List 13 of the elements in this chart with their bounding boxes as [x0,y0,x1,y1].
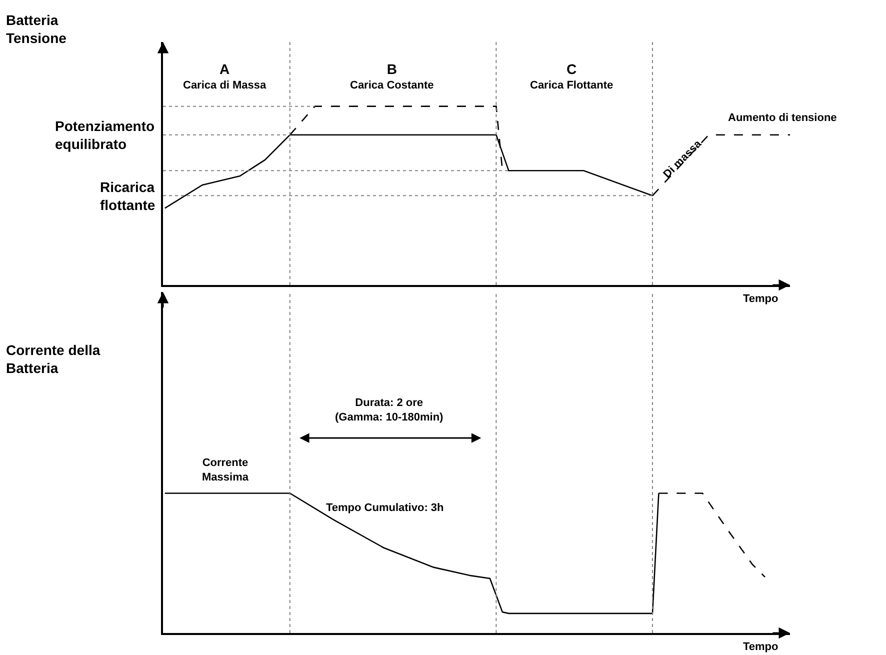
text: B Carica Costante [350,61,434,92]
text: Durata: 2 ore (Gamma: 10-180min) [335,397,444,424]
x-axis-title: Tempo [743,641,779,653]
text: A Carica di Massa [183,61,268,92]
ref-line-label: Ricarica flottante [100,179,156,214]
annotation: Tempo Cumulativo: 3h [326,502,444,514]
text: C Carica Flottante [530,61,614,92]
ref-line-label: Potenziamento equilibrato [55,118,155,152]
annotation: Aumento di tensione [728,112,837,124]
x-axis-title: Tempo [743,293,779,305]
y-axis-title: Corrente della Batteria [6,342,100,376]
y-axis-title: Batteria Tensione [6,12,67,46]
text: Corrente Massima [202,457,250,484]
